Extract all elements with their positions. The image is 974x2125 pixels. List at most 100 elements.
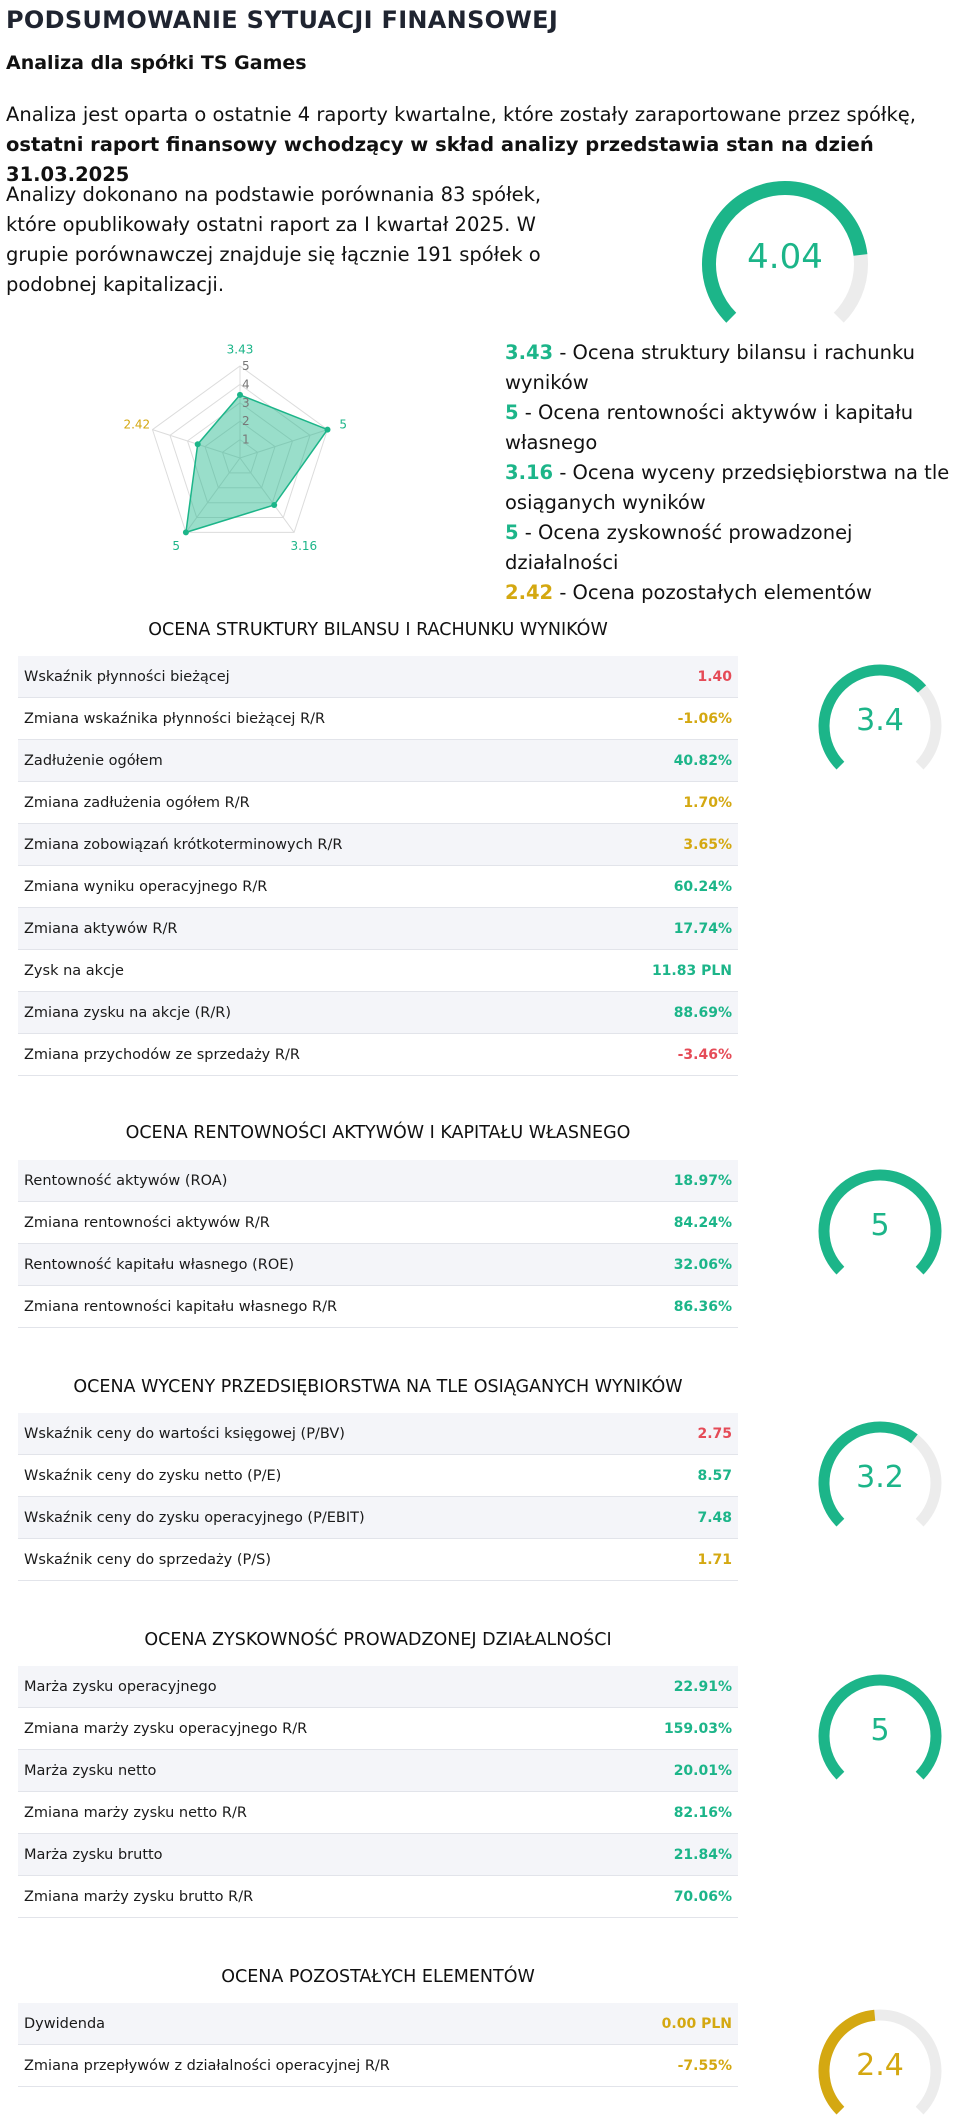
metric-value: 70.06% xyxy=(673,1888,732,1905)
table-row: Rentowność kapitału własnego (ROE) 32.06% xyxy=(18,1244,738,1286)
section-gauge-valuation: 3.2 xyxy=(818,1421,942,1527)
table-row: Zmiana aktywów R/R 17.74% xyxy=(18,908,738,950)
section-score-value: 2.4 xyxy=(856,2048,904,2083)
legend-value: 3.16 xyxy=(505,461,554,484)
radar-data-point xyxy=(182,529,189,536)
metric-value: -1.06% xyxy=(677,710,732,727)
radar-data-point xyxy=(237,391,243,398)
overall-score-value: 4.04 xyxy=(747,237,823,277)
section-title-earnings: OCENA ZYSKOWNOŚĆ PROWADZONEJ DZIAŁALNOŚC… xyxy=(144,1630,612,1650)
radar-spoke xyxy=(185,457,241,533)
metric-value: 159.03% xyxy=(663,1720,732,1737)
table-row: Zmiana zysku na akcje (R/R) 88.69% xyxy=(18,992,738,1034)
table-row: Dywidenda 0.00 PLN xyxy=(18,2003,738,2045)
table-row: Zmiana wyniku operacyjnego R/R 60.24% xyxy=(18,866,738,908)
metric-label: Wskaźnik ceny do zysku netto (P/E) xyxy=(24,1467,282,1484)
metric-value: 3.65% xyxy=(683,836,732,853)
radar-data-area xyxy=(185,394,329,534)
section-gauge-profitability: 5 xyxy=(818,1169,942,1275)
metric-label: Rentowność kapitału własnego (ROE) xyxy=(24,1256,295,1273)
table-row: Marża zysku operacyjnego 22.91% xyxy=(18,1666,738,1708)
section-title-valuation: OCENA WYCENY PRZEDSIĘBIORSTWA NA TLE OSI… xyxy=(73,1377,683,1397)
metric-value: 22.91% xyxy=(673,1678,732,1695)
page-title: PODSUMOWANIE SYTUACJI FINANSOWEJ xyxy=(6,6,559,34)
legend-text: - Ocena wyceny przedsiębiorstwa na tle o… xyxy=(505,461,950,514)
table-row: Wskaźnik płynności bieżącej 1.40 xyxy=(18,656,738,698)
legend-text: - Ocena zyskowność prowadzonej działalno… xyxy=(505,521,853,574)
radar-tick-label: 5 xyxy=(242,359,250,373)
metric-value: 7.48 xyxy=(697,1509,732,1526)
intro-text: Analiza jest oparta o ostatnie 4 raporty… xyxy=(6,103,916,126)
company-subtitle: Analiza dla spółki TS Games xyxy=(6,52,307,74)
metric-label: Rentowność aktywów (ROA) xyxy=(24,1172,228,1189)
radar-tick-label: 4 xyxy=(242,377,250,391)
metric-label: Wskaźnik płynności bieżącej xyxy=(24,668,230,685)
metric-value: 18.97% xyxy=(673,1172,732,1189)
metric-label: Zmiana przychodów ze sprzedaży R/R xyxy=(24,1046,300,1063)
metric-label: Zmiana wskaźnika płynności bieżącej R/R xyxy=(24,710,326,727)
section-gauge-other: 2.4 xyxy=(818,2009,942,2115)
radar-spoke xyxy=(239,457,295,533)
legend-text: - Ocena pozostałych elementów xyxy=(553,581,873,604)
table-row: Zmiana zadłużenia ogółem R/R 1.70% xyxy=(18,782,738,824)
metric-value: 17.74% xyxy=(673,920,732,937)
section-title-other: OCENA POZOSTAŁYCH ELEMENTÓW xyxy=(221,1967,535,1987)
table-row: Marża zysku brutto 21.84% xyxy=(18,1834,738,1876)
table-row: Zysk na akcje 11.83 PLN xyxy=(18,950,738,992)
section-gauge-arc xyxy=(818,664,927,770)
radar-grid-ring xyxy=(186,402,294,504)
radar-axis-label: 3.16 xyxy=(290,539,317,553)
metric-value: 1.71 xyxy=(697,1551,732,1568)
overall-score-gauge: 4.04 xyxy=(702,181,868,323)
metrics-table-balance: Wskaźnik płynności bieżącej 1.40 Zmiana w… xyxy=(18,656,738,1076)
legend-text: - Ocena struktury bilansu i rachunku wyn… xyxy=(505,341,916,394)
table-row: Marża zysku netto 20.01% xyxy=(18,1750,738,1792)
metric-label: Zmiana zobowiązań krótkoterminowych R/R xyxy=(24,836,343,853)
radar-grid-ring xyxy=(169,383,311,518)
metric-value: 11.83 PLN xyxy=(651,962,732,979)
metric-label: Marża zysku operacyjnego xyxy=(24,1678,217,1695)
metric-value: 82.16% xyxy=(673,1804,732,1821)
metric-value: 20.01% xyxy=(673,1762,732,1779)
legend-row: 5 - Ocena zyskowność prowadzonej działal… xyxy=(505,518,970,578)
radar-data-point xyxy=(271,502,278,508)
table-row: Zmiana marży zysku netto R/R 82.16% xyxy=(18,1792,738,1834)
radar-grid-ring xyxy=(204,420,276,489)
table-row: Zmiana wskaźnika płynności bieżącej R/R -… xyxy=(18,698,738,740)
section-gauge-earnings: 5 xyxy=(818,1674,942,1780)
metric-value: 1.70% xyxy=(683,794,732,811)
metric-value: 2.75 xyxy=(697,1425,732,1442)
metric-value: -3.46% xyxy=(677,1046,732,1063)
metrics-table-earnings: Marża zysku operacyjnego 22.91% Zmiana ma… xyxy=(18,1666,738,1918)
score-legend: 3.43 - Ocena struktury bilansu i rachunk… xyxy=(505,338,970,608)
radar-axis-label: 2.42 xyxy=(123,418,150,432)
intro-bold-text: ostatni raport finansowy wchodzący w skł… xyxy=(6,133,874,186)
basis-paragraph: Analizy dokonano na podstawie porównania… xyxy=(6,183,542,296)
legend-text: - Ocena rentowności aktywów i kapitału w… xyxy=(505,401,914,454)
section-gauge-balance: 3.4 xyxy=(818,664,942,770)
legend-value: 2.42 xyxy=(505,581,554,604)
metric-value: 0.00 PLN xyxy=(661,2015,732,2032)
intro-paragraph: Analiza jest oparta o ostatnie 4 raporty… xyxy=(6,100,962,190)
radar-spoke xyxy=(239,429,328,459)
metric-label: Zysk na akcje xyxy=(24,962,124,979)
table-row: Zmiana rentowności kapitału własnego R/R… xyxy=(18,1286,738,1328)
metric-label: Marża zysku netto xyxy=(24,1762,157,1779)
metric-label: Zadłużenie ogółem xyxy=(24,752,163,769)
metric-value: 60.24% xyxy=(673,878,732,895)
metric-label: Dywidenda xyxy=(24,2015,106,2032)
table-row: Wskaźnik ceny do zysku netto (P/E) 8.57 xyxy=(18,1455,738,1497)
section-gauge-arc xyxy=(818,1169,942,1275)
radar-tick-label: 2 xyxy=(242,414,250,428)
section-score-value: 3.4 xyxy=(856,703,904,738)
radar-grid-ring xyxy=(221,438,259,474)
metrics-table-valuation: Wskaźnik ceny do wartości księgowej (P/B… xyxy=(18,1413,738,1581)
metric-label: Wskaźnik ceny do zysku operacyjnego (P/E… xyxy=(24,1509,365,1526)
table-row: Wskaźnik ceny do sprzedaży (P/S) 1.71 xyxy=(18,1539,738,1581)
table-row: Zmiana marży zysku operacyjnego R/R 159.0… xyxy=(18,1708,738,1750)
table-row: Zmiana marży zysku brutto R/R 70.06% xyxy=(18,1876,738,1918)
radar-grid-ring xyxy=(151,365,329,533)
legend-value: 5 xyxy=(505,521,519,544)
metrics-table-other: Dywidenda 0.00 PLN Zmiana przepływów z dz… xyxy=(18,2003,738,2087)
metric-label: Zmiana zadłużenia ogółem R/R xyxy=(24,794,250,811)
